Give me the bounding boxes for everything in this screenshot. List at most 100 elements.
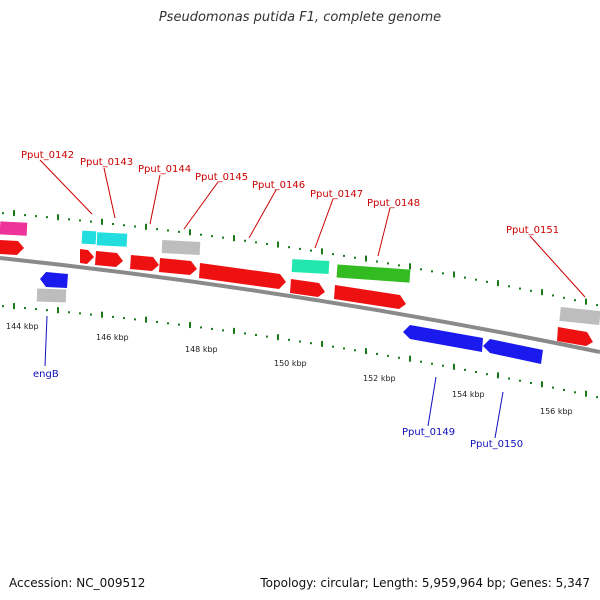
scale-label-146: 146 kbp	[96, 333, 129, 342]
inner-tick	[90, 313, 92, 316]
gene-red-0144	[130, 255, 159, 271]
outer-tick	[420, 268, 422, 271]
outer-tick	[156, 228, 158, 231]
inner-tick	[112, 315, 114, 318]
outer-tick	[255, 241, 257, 244]
gene-red-0151	[557, 327, 593, 346]
inner-tick	[156, 320, 158, 323]
gene-green-1	[336, 264, 411, 283]
leader-0151	[529, 235, 586, 298]
inner-tick	[541, 381, 543, 388]
outer-tick	[123, 224, 125, 227]
outer-tick	[310, 249, 312, 252]
inner-tick	[563, 388, 565, 391]
leader-0150	[494, 391, 504, 439]
outer-tick	[79, 219, 81, 222]
inner-tick	[189, 322, 191, 329]
inner-tick	[13, 303, 15, 310]
outer-tick	[90, 220, 92, 223]
label-pput-0148: Pput_0148	[367, 198, 420, 209]
outer-tick	[101, 218, 103, 225]
inner-tick	[134, 318, 136, 321]
outer-tick	[2, 212, 4, 215]
outer-tick	[596, 304, 598, 307]
outer-tick	[574, 299, 576, 302]
leader-0147	[314, 198, 334, 249]
leader-0145	[183, 181, 219, 230]
outer-tick	[46, 216, 48, 219]
label-pput-0145: Pput_0145	[195, 172, 248, 183]
inner-tick	[200, 326, 202, 329]
inner-tick	[79, 312, 81, 315]
inner-tick	[211, 327, 213, 330]
outer-tick	[233, 235, 235, 242]
outer-tick	[189, 229, 191, 236]
outer-tick	[530, 289, 532, 292]
label-pput-0144: Pput_0144	[138, 164, 191, 175]
label-pput-0142: Pput_0142	[21, 150, 74, 161]
inner-tick	[453, 363, 455, 370]
accession-text: Accession: NC_009512	[9, 576, 146, 590]
inner-tick	[321, 340, 323, 347]
label-pput-0150: Pput_0150	[470, 439, 523, 450]
outer-tick	[343, 254, 345, 257]
outer-tick	[112, 223, 114, 226]
inner-tick	[24, 307, 26, 310]
gene-magenta-partial	[0, 221, 28, 236]
outer-tick-track	[2, 210, 598, 307]
inner-tick	[486, 373, 488, 376]
scale-label-144: 144 kbp	[6, 322, 39, 331]
outer-tick	[266, 242, 268, 245]
inner-tick	[376, 352, 378, 355]
outer-tick	[398, 264, 400, 267]
outer-tick	[387, 262, 389, 265]
outer-tick	[453, 271, 455, 278]
gene-teal-1	[291, 259, 330, 274]
inner-tick	[552, 386, 554, 389]
inner-tick	[167, 322, 169, 325]
outer-tick	[519, 287, 521, 290]
outer-tick	[464, 276, 466, 279]
scale-label-148: 148 kbp	[185, 345, 218, 354]
inner-tick	[387, 354, 389, 357]
scale-label-154: 154 kbp	[452, 390, 485, 399]
inner-tick	[475, 371, 477, 374]
inner-tick	[398, 356, 400, 359]
genome-summary-text: Topology: circular; Length: 5,959,964 bp…	[260, 576, 590, 590]
label-pput-0151: Pput_0151	[506, 225, 559, 236]
gene-red-0143	[95, 251, 123, 267]
outer-tick	[321, 248, 323, 255]
scale-label-150: 150 kbp	[274, 359, 307, 368]
outer-tick	[200, 233, 202, 236]
outer-tick	[486, 280, 488, 283]
gene-name-labels: Pput_0142 Pput_0143 Pput_0144 Pput_0145 …	[21, 150, 559, 450]
gene-red-0147	[290, 279, 325, 297]
gene-red-0142	[80, 249, 94, 264]
inner-tick	[508, 377, 510, 380]
inner-tick	[365, 348, 367, 355]
label-pput-0149: Pput_0149	[402, 427, 455, 438]
outer-tick	[409, 263, 411, 270]
inner-tick	[178, 323, 180, 326]
outer-tick	[35, 215, 37, 218]
inner-tick	[35, 308, 37, 311]
outer-tick	[288, 246, 290, 249]
inner-tick	[277, 334, 279, 341]
gene-grey-1	[161, 240, 201, 255]
leader-0148	[377, 207, 391, 257]
inner-tick	[222, 329, 224, 332]
inner-tick	[123, 317, 125, 320]
label-pput-0147: Pput_0147	[310, 189, 363, 200]
inner-tick	[101, 311, 103, 318]
inner-tick	[288, 338, 290, 341]
inner-tick	[332, 345, 334, 348]
inner-tick	[233, 327, 235, 334]
outer-tick	[222, 236, 224, 239]
scale-labels: 144 kbp 146 kbp 148 kbp 150 kbp 152 kbp …	[6, 322, 573, 416]
gene-cyan-2	[96, 232, 128, 247]
gene-grey-2	[559, 306, 600, 326]
outer-tick	[508, 285, 510, 288]
inner-tick	[409, 355, 411, 362]
